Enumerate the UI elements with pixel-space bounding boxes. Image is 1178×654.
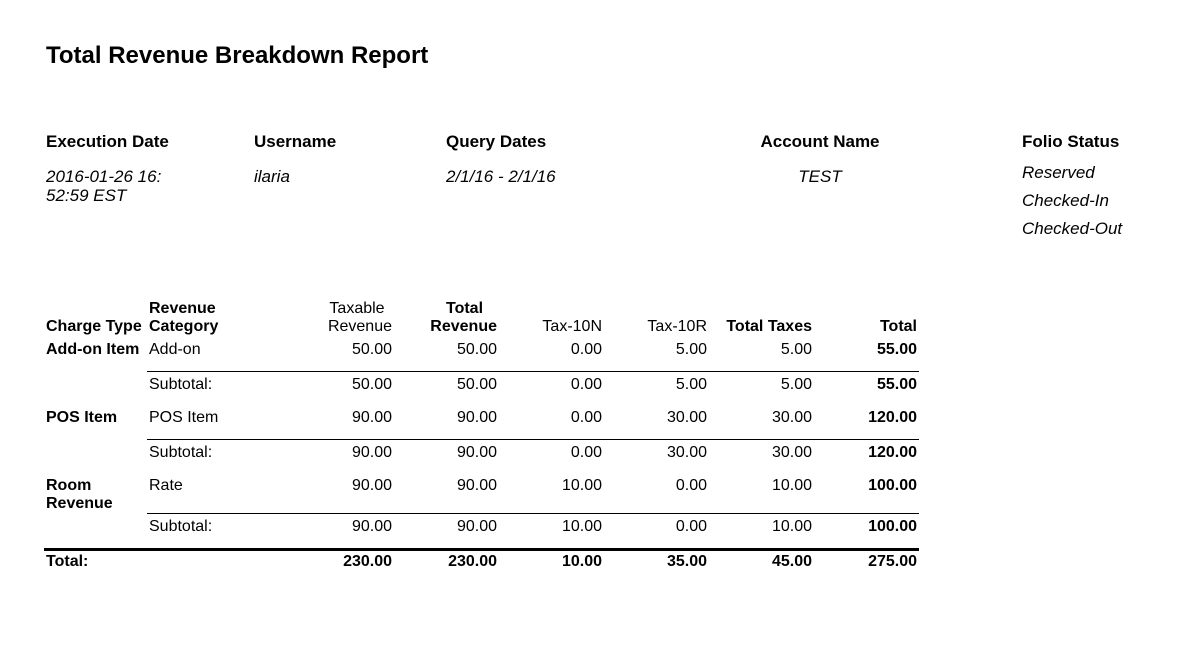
subtotal-row: Subtotal: 90.00 90.00 0.00 30.00 30.00 1… bbox=[44, 439, 919, 474]
subtotal-total-taxes: 5.00 bbox=[709, 371, 814, 406]
taxable-revenue-cell: 90.00 bbox=[351, 477, 392, 494]
subtotal-taxable-revenue: 90.00 bbox=[290, 439, 394, 474]
query-dates-value: 2/1/16 - 2/1/16 bbox=[446, 167, 556, 186]
account-name-label: Account Name bbox=[760, 132, 880, 151]
header-taxable-revenue-line1: Taxable bbox=[329, 300, 385, 317]
total-cell: 55.00 bbox=[876, 341, 917, 358]
header-revenue-category-line1: Revenue bbox=[149, 300, 216, 317]
folio-status-checked-out: Checked-Out bbox=[1022, 219, 1123, 238]
taxable-revenue-cell: 50.00 bbox=[351, 341, 392, 358]
execution-date-value-line2: 52:59 EST bbox=[46, 186, 127, 205]
tax-10r-cell: 30.00 bbox=[666, 409, 707, 426]
subtotal-label: Subtotal: bbox=[147, 512, 290, 549]
total-revenue-cell: 90.00 bbox=[456, 477, 497, 494]
header-total-taxes: Total Taxes bbox=[726, 318, 812, 335]
subtotal-label: Subtotal: bbox=[147, 371, 290, 406]
table-header-row: Charge Type Revenue Category Taxable Rev… bbox=[44, 296, 919, 338]
total-taxes-cell: 10.00 bbox=[771, 477, 812, 494]
header-total-revenue: Total Revenue bbox=[394, 296, 499, 338]
subtotal-tax-10r: 5.00 bbox=[604, 371, 709, 406]
charge-type-line1: Room bbox=[46, 477, 92, 494]
table-row: Add-on Item Add-on 50.00 50.00 0.00 5.00… bbox=[44, 338, 919, 372]
subtotal-total-revenue: 90.00 bbox=[394, 439, 499, 474]
folio-status-block: Folio Status Reserved Checked-In Checked… bbox=[1022, 131, 1162, 243]
header-total-revenue-line2: Revenue bbox=[430, 318, 497, 335]
tax-10n-cell: 0.00 bbox=[570, 409, 602, 426]
grand-total-tax-10n: 10.00 bbox=[499, 547, 604, 577]
account-name-value: TEST bbox=[798, 167, 842, 186]
header-taxable-revenue: Taxable Revenue bbox=[290, 296, 394, 338]
header-total-revenue-line1: Total bbox=[445, 300, 484, 317]
total-taxes-cell: 30.00 bbox=[771, 409, 812, 426]
charge-type-cell: POS Item bbox=[46, 409, 118, 426]
charge-type-cell: Add-on Item bbox=[46, 341, 140, 358]
execution-date-value: 2016-01-26 16: 52:59 EST bbox=[46, 167, 236, 205]
subtotal-row: Subtotal: 90.00 90.00 10.00 0.00 10.00 1… bbox=[44, 512, 919, 549]
subtotal-row: Subtotal: 50.00 50.00 0.00 5.00 5.00 55.… bbox=[44, 371, 919, 406]
execution-date-value-line1: 2016-01-26 16: bbox=[46, 167, 162, 186]
tax-10r-cell: 0.00 bbox=[675, 477, 707, 494]
header-revenue-category-line2: Category bbox=[149, 318, 219, 335]
charge-type-cell: Room Revenue bbox=[44, 474, 147, 513]
total-revenue-cell: 90.00 bbox=[456, 409, 497, 426]
taxable-revenue-cell: 90.00 bbox=[351, 409, 392, 426]
grand-total-total-revenue: 230.00 bbox=[394, 547, 499, 577]
header-total: Total bbox=[879, 318, 917, 335]
subtotal-total: 120.00 bbox=[814, 439, 919, 474]
execution-date-label: Execution Date bbox=[46, 132, 169, 151]
total-revenue-cell: 50.00 bbox=[456, 341, 497, 358]
subtotal-tax-10r: 0.00 bbox=[604, 512, 709, 549]
header-taxable-revenue-line2: Revenue bbox=[327, 318, 392, 335]
subtotal-taxable-revenue: 90.00 bbox=[290, 512, 394, 549]
folio-status-label: Folio Status bbox=[1022, 132, 1120, 151]
subtotal-tax-10n: 0.00 bbox=[499, 439, 604, 474]
tax-10r-cell: 5.00 bbox=[675, 341, 707, 358]
page-title: Total Revenue Breakdown Report bbox=[46, 42, 429, 69]
subtotal-tax-10n: 10.00 bbox=[499, 512, 604, 549]
category-cell: Add-on bbox=[149, 341, 201, 358]
subtotal-total-taxes: 10.00 bbox=[709, 512, 814, 549]
grand-total-tax-10r: 35.00 bbox=[604, 547, 709, 577]
header-revenue-category: Revenue Category bbox=[147, 296, 290, 338]
tax-10n-cell: 0.00 bbox=[570, 341, 602, 358]
grand-total-total: 275.00 bbox=[814, 547, 919, 577]
subtotal-total: 100.00 bbox=[814, 512, 919, 549]
total-taxes-cell: 5.00 bbox=[780, 341, 812, 358]
header-tax-10n: Tax-10N bbox=[542, 318, 602, 335]
subtotal-total-taxes: 30.00 bbox=[709, 439, 814, 474]
header-charge-type: Charge Type bbox=[46, 318, 142, 335]
category-cell: POS Item bbox=[149, 409, 219, 426]
subtotal-label: Subtotal: bbox=[147, 439, 290, 474]
tax-10n-cell: 10.00 bbox=[561, 477, 602, 494]
subtotal-total-revenue: 50.00 bbox=[394, 371, 499, 406]
folio-status-reserved: Reserved bbox=[1022, 163, 1095, 182]
subtotal-total: 55.00 bbox=[814, 371, 919, 406]
header-tax-10r: Tax-10R bbox=[647, 318, 707, 335]
subtotal-taxable-revenue: 50.00 bbox=[290, 371, 394, 406]
username-value: ilaria bbox=[254, 167, 290, 186]
grand-total-taxable-revenue: 230.00 bbox=[290, 547, 394, 577]
query-dates-label: Query Dates bbox=[446, 132, 547, 151]
table-row: POS Item POS Item 90.00 90.00 0.00 30.00… bbox=[44, 406, 919, 440]
username-block: Username ilaria bbox=[254, 131, 424, 186]
grand-total-total-taxes: 45.00 bbox=[709, 547, 814, 577]
username-label: Username bbox=[254, 132, 337, 151]
grand-total-label: Total: bbox=[44, 547, 290, 577]
subtotal-tax-10n: 0.00 bbox=[499, 371, 604, 406]
grand-total-row: Total: 230.00 230.00 10.00 35.00 45.00 2… bbox=[44, 547, 919, 577]
table-row: Room Revenue Rate 90.00 90.00 10.00 0.00… bbox=[44, 474, 919, 513]
folio-status-checked-in: Checked-In bbox=[1022, 191, 1109, 210]
total-cell: 120.00 bbox=[868, 409, 917, 426]
category-cell: Rate bbox=[149, 477, 183, 494]
subtotal-total-revenue: 90.00 bbox=[394, 512, 499, 549]
account-name-block: Account Name TEST bbox=[740, 131, 900, 186]
execution-date-block: Execution Date 2016-01-26 16: 52:59 EST bbox=[46, 131, 236, 205]
total-cell: 100.00 bbox=[868, 477, 917, 494]
query-dates-block: Query Dates 2/1/16 - 2/1/16 bbox=[446, 131, 666, 186]
revenue-table: Charge Type Revenue Category Taxable Rev… bbox=[44, 296, 919, 577]
charge-type-line2: Revenue bbox=[46, 495, 113, 512]
subtotal-tax-10r: 30.00 bbox=[604, 439, 709, 474]
